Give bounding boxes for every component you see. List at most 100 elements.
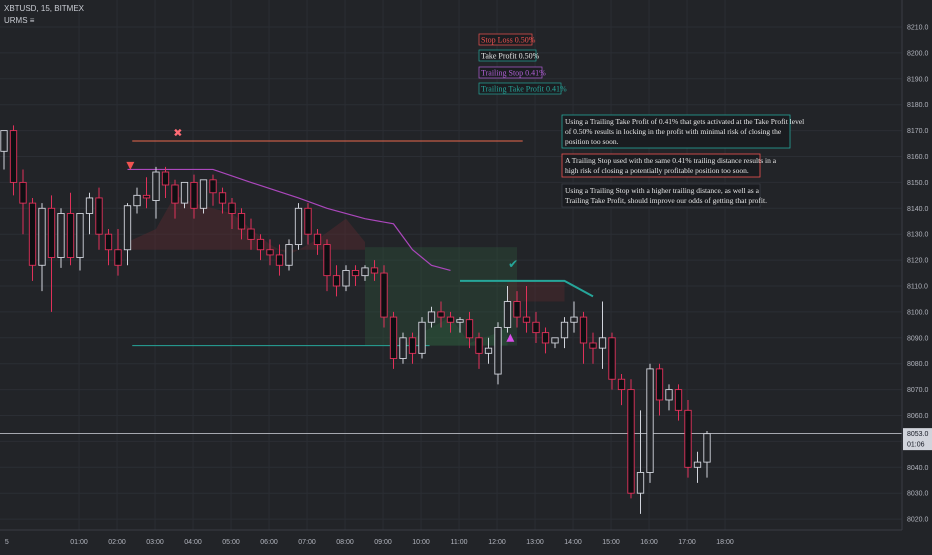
note-box: Using a Trailing Take Profit of 0.41% th… <box>561 114 804 149</box>
candle-body <box>503 301 512 328</box>
candle[interactable] <box>427 306 436 328</box>
candle[interactable] <box>589 332 597 364</box>
candle-body <box>19 181 27 204</box>
candle[interactable] <box>342 265 350 292</box>
candle[interactable] <box>76 213 84 271</box>
candle[interactable] <box>560 317 569 349</box>
candle[interactable] <box>323 239 331 292</box>
candle[interactable] <box>332 265 341 297</box>
candle[interactable] <box>693 451 702 483</box>
candle[interactable] <box>579 311 588 364</box>
candle-body <box>541 332 550 344</box>
candle[interactable] <box>266 239 274 266</box>
candle[interactable] <box>418 317 426 359</box>
candle[interactable] <box>28 197 37 281</box>
legend-item[interactable]: Trailing Take Profit 0.41% <box>478 82 567 95</box>
candle[interactable] <box>570 301 578 333</box>
candle[interactable] <box>218 187 227 214</box>
candle[interactable] <box>133 187 141 214</box>
candle[interactable] <box>399 332 407 364</box>
candle-body <box>285 244 293 266</box>
indicator-row[interactable]: URMS ≡ <box>4 15 84 27</box>
candle[interactable] <box>484 337 493 364</box>
candle[interactable] <box>532 311 540 343</box>
candle[interactable] <box>370 260 379 281</box>
candle[interactable] <box>171 179 179 219</box>
candle[interactable] <box>465 311 474 349</box>
candle[interactable] <box>47 195 56 312</box>
symbol-title[interactable]: XBTUSD, 15, BITMEX <box>4 4 85 13</box>
candle[interactable] <box>95 187 103 250</box>
candle[interactable] <box>475 332 483 369</box>
time-tick-label: 16:00 <box>640 539 658 546</box>
candle[interactable] <box>684 399 692 478</box>
candle[interactable] <box>209 174 217 206</box>
candle[interactable] <box>142 177 151 209</box>
candle[interactable] <box>503 286 512 333</box>
candle[interactable] <box>9 125 18 196</box>
candle[interactable] <box>19 169 27 235</box>
candle[interactable] <box>361 265 369 281</box>
candle[interactable] <box>437 301 445 328</box>
candle[interactable] <box>123 203 132 266</box>
candle[interactable] <box>646 363 654 483</box>
indicator-name[interactable]: URMS <box>4 16 28 25</box>
candle[interactable] <box>256 234 265 261</box>
legend-item[interactable]: Trailing Stop 0.41% <box>478 66 546 79</box>
note-box: Using a Trailing Stop with a higher trai… <box>561 183 767 208</box>
candle-body <box>275 254 284 266</box>
candle[interactable] <box>541 327 550 354</box>
candle[interactable] <box>598 301 607 369</box>
candle[interactable] <box>617 374 626 406</box>
candle[interactable] <box>285 239 293 271</box>
time-tick-label: 10:00 <box>412 539 430 546</box>
candle-body <box>47 207 56 258</box>
candle-body <box>693 461 702 468</box>
candle[interactable] <box>294 203 303 250</box>
candle[interactable] <box>104 229 113 266</box>
candle[interactable] <box>446 311 455 333</box>
time-tick-label: 09:00 <box>374 539 392 546</box>
legend-item[interactable]: Stop Loss 0.50% <box>478 33 536 46</box>
candle[interactable] <box>228 197 236 230</box>
legend-item[interactable]: Take Profit 0.50% <box>478 49 540 62</box>
candle[interactable] <box>38 203 46 292</box>
candle[interactable] <box>551 337 559 349</box>
candle[interactable] <box>66 192 75 266</box>
candle[interactable] <box>0 130 8 170</box>
candle[interactable] <box>152 166 160 219</box>
candle[interactable] <box>665 384 673 411</box>
trade-markers: ✖✔ <box>126 126 518 342</box>
candle[interactable] <box>522 286 531 333</box>
candle[interactable] <box>351 265 360 286</box>
candle[interactable] <box>237 208 246 240</box>
candle[interactable] <box>494 322 502 385</box>
candle[interactable] <box>636 410 645 514</box>
candle[interactable] <box>85 192 94 235</box>
legend-label: Trailing Stop 0.41% <box>481 69 546 78</box>
candle[interactable] <box>313 229 322 255</box>
candle[interactable] <box>380 265 388 328</box>
candle[interactable] <box>57 208 65 268</box>
candle[interactable] <box>513 291 521 328</box>
candle[interactable] <box>389 311 398 369</box>
candle[interactable] <box>608 332 616 390</box>
candle[interactable] <box>114 229 122 276</box>
candle[interactable] <box>408 332 417 364</box>
candle[interactable] <box>275 244 284 276</box>
candle[interactable] <box>247 218 255 250</box>
candle[interactable] <box>703 431 711 478</box>
candle[interactable] <box>674 384 683 421</box>
candle-body <box>152 171 160 201</box>
candle[interactable] <box>190 174 198 219</box>
candle[interactable] <box>161 166 170 198</box>
candle[interactable] <box>456 317 464 333</box>
candle[interactable] <box>180 181 189 209</box>
candle[interactable] <box>199 179 208 214</box>
candle[interactable] <box>627 379 635 499</box>
indicator-menu-icon[interactable]: ≡ <box>29 16 35 25</box>
candle[interactable] <box>304 203 312 245</box>
candle[interactable] <box>655 363 664 416</box>
